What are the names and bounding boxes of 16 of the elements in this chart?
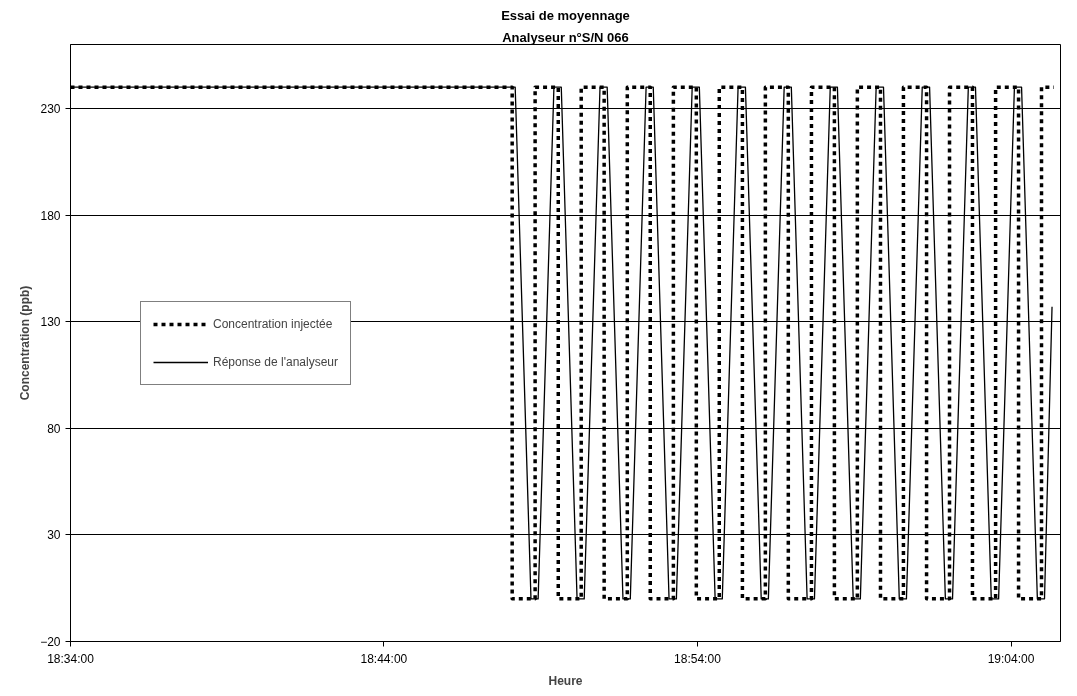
legend-label: Réponse de l'analyseur — [213, 354, 339, 369]
y-tick-label: 180 — [40, 208, 61, 223]
chart-title: Essai de moyennage — [501, 7, 630, 23]
legend-label: Concentration injectée — [213, 316, 333, 331]
y-tick-label: −20 — [40, 635, 61, 649]
y-tick-label: 130 — [40, 315, 61, 330]
x-axis-title: Heure — [548, 673, 583, 688]
y-tick-label: 30 — [47, 528, 61, 543]
x-tick-label: 18:54:00 — [674, 651, 722, 666]
y-tick-label: 80 — [47, 421, 61, 436]
y-tick-label: 230 — [40, 101, 61, 116]
y-axis-title: Concentration (ppb) — [18, 285, 33, 401]
x-tick-label: 19:04:00 — [987, 651, 1035, 666]
x-tick-label: 18:34:00 — [47, 651, 95, 666]
chart-subtitle: Analyseur n°S/N 066 — [502, 29, 629, 45]
x-tick-label: 18:44:00 — [360, 651, 408, 666]
